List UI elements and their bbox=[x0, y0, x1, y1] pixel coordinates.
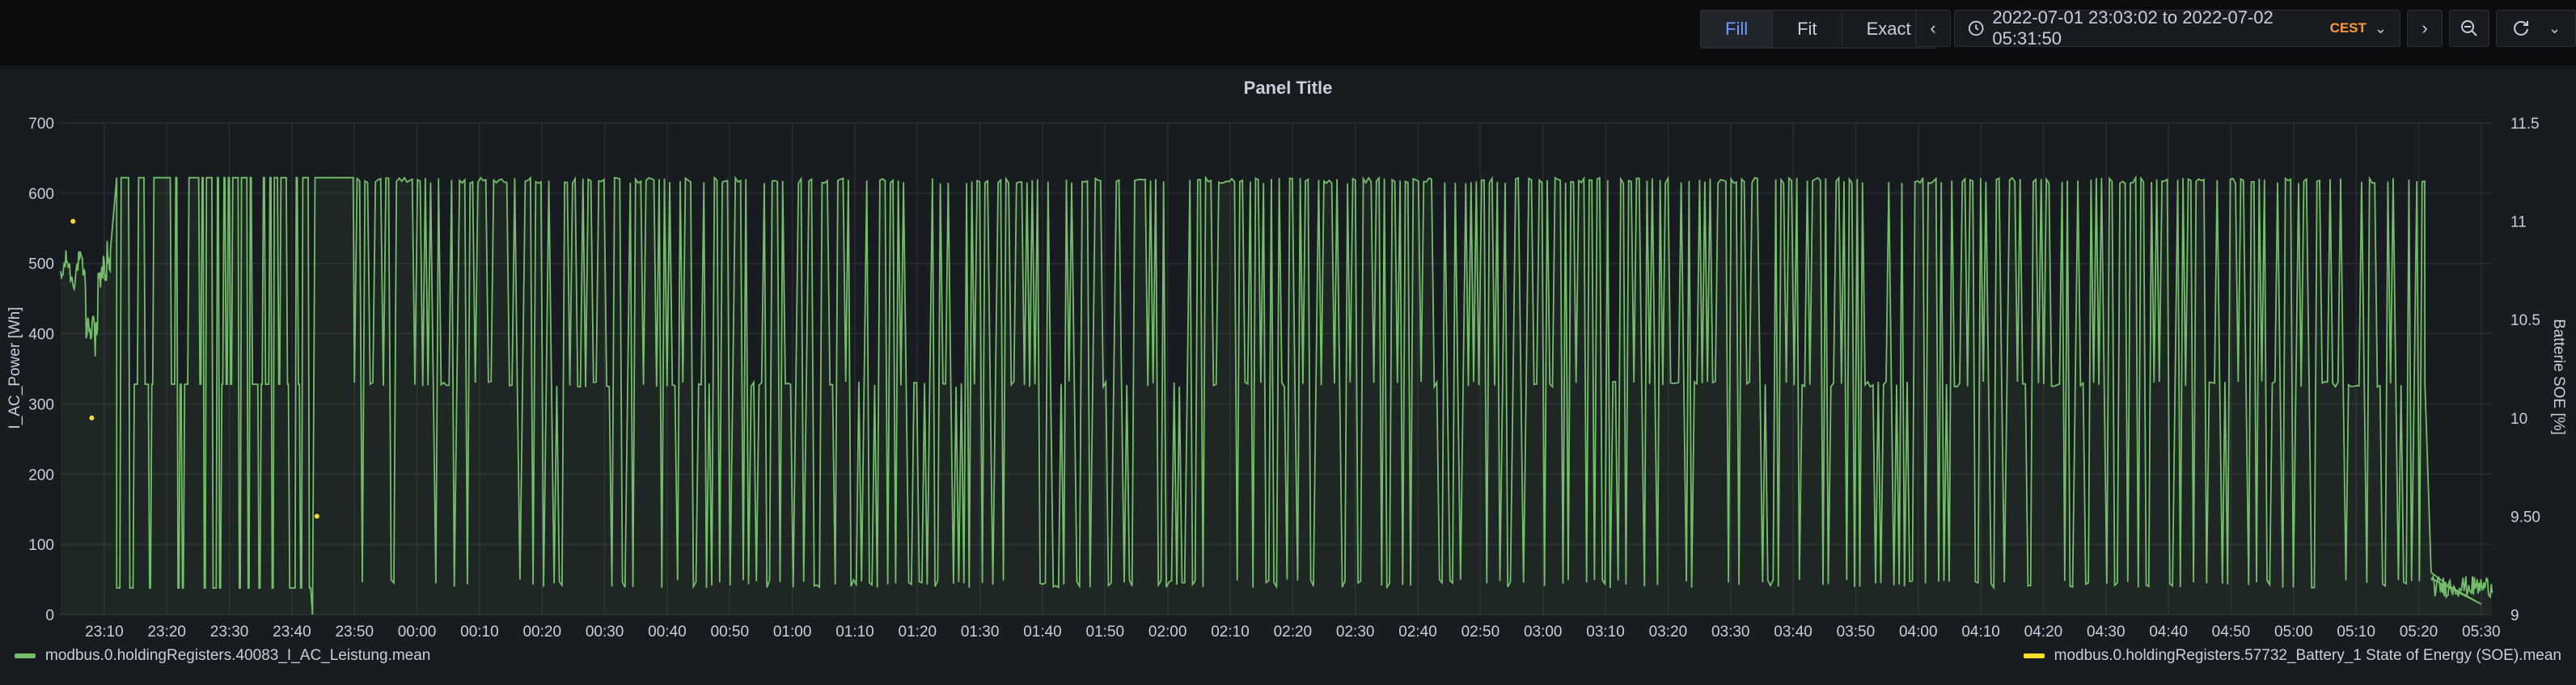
fill-button[interactable]: Fill bbox=[1701, 11, 1774, 48]
fit-button[interactable]: Fit bbox=[1773, 11, 1842, 48]
legend-swatch bbox=[2023, 653, 2045, 658]
toolbar: Fill Fit Exact ‹ 2022-07-01 23:03:02 to … bbox=[0, 0, 2576, 67]
refresh-icon bbox=[2514, 21, 2528, 36]
legend-label: modbus.0.holdingRegisters.40083_I_AC_Lei… bbox=[45, 647, 431, 664]
clock-icon bbox=[1968, 20, 1984, 36]
chevron-right-icon: › bbox=[2422, 18, 2428, 38]
time-forward-button[interactable]: › bbox=[2407, 10, 2443, 47]
time-range-text: 2022-07-01 23:03:02 to 2022-07-02 05:31:… bbox=[1992, 7, 2274, 49]
zoom-out-button[interactable] bbox=[2449, 10, 2489, 47]
exact-button[interactable]: Exact bbox=[1866, 19, 1911, 39]
timezone-label: CEST bbox=[2329, 20, 2367, 36]
legend-label: modbus.0.holdingRegisters.57732_Battery_… bbox=[2054, 647, 2561, 664]
time-range-picker[interactable]: 2022-07-01 23:03:02 to 2022-07-02 05:31:… bbox=[1954, 7, 2400, 49]
chevron-down-icon: ⌄ bbox=[2374, 19, 2387, 36]
panel-title: Panel Title bbox=[1243, 78, 1333, 98]
refresh-button[interactable]: ⌄ bbox=[2496, 10, 2576, 47]
scale-mode-group: Fill Fit Exact bbox=[1700, 10, 1936, 49]
legend-item-battery-soe[interactable]: modbus.0.holdingRegisters.57732_Battery_… bbox=[2023, 647, 2561, 665]
legend-item-ac-leistung[interactable]: modbus.0.holdingRegisters.40083_I_AC_Lei… bbox=[15, 647, 430, 665]
legend-swatch bbox=[15, 653, 36, 658]
zoom-out-icon bbox=[2461, 20, 2477, 36]
graph-panel: Panel Title modbus.0.holdingRegisters.40… bbox=[0, 68, 2576, 685]
time-back-button[interactable]: ‹ bbox=[1915, 10, 1951, 47]
chevron-down-icon: ⌄ bbox=[2548, 19, 2561, 36]
chevron-left-icon: ‹ bbox=[1930, 18, 1936, 38]
